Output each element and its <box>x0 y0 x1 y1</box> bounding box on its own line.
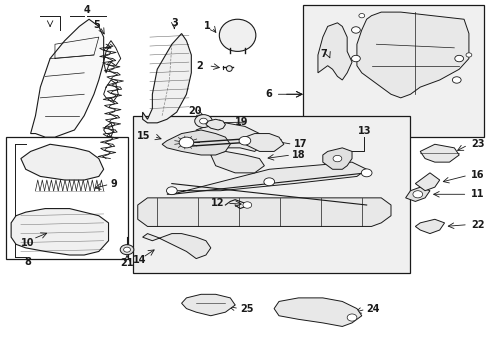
Polygon shape <box>30 19 104 137</box>
Text: 20: 20 <box>189 107 202 116</box>
Circle shape <box>361 169 372 177</box>
Polygon shape <box>406 187 430 202</box>
Polygon shape <box>143 33 191 123</box>
Polygon shape <box>138 198 391 226</box>
Text: 12: 12 <box>211 198 224 208</box>
Text: 18: 18 <box>292 150 306 160</box>
Circle shape <box>199 118 207 124</box>
Text: 15: 15 <box>137 131 150 141</box>
Text: 4: 4 <box>83 5 90 15</box>
Bar <box>6 137 128 258</box>
Polygon shape <box>143 234 211 258</box>
Polygon shape <box>274 298 362 327</box>
Polygon shape <box>162 130 230 155</box>
Circle shape <box>167 187 177 195</box>
Circle shape <box>264 178 274 186</box>
Text: 7: 7 <box>320 49 327 59</box>
Circle shape <box>239 136 251 145</box>
Text: 17: 17 <box>294 139 307 149</box>
Polygon shape <box>416 219 444 234</box>
Circle shape <box>333 156 342 162</box>
Polygon shape <box>196 123 265 152</box>
Polygon shape <box>167 162 367 194</box>
Ellipse shape <box>220 19 256 51</box>
Text: 9: 9 <box>111 179 118 189</box>
Circle shape <box>413 191 423 198</box>
Polygon shape <box>416 173 440 191</box>
Text: 19: 19 <box>235 117 249 127</box>
Polygon shape <box>318 23 352 80</box>
Text: 14: 14 <box>132 255 146 265</box>
Text: 8: 8 <box>24 257 32 267</box>
Bar <box>303 5 484 137</box>
Text: 24: 24 <box>367 304 380 314</box>
Text: 13: 13 <box>358 126 371 136</box>
Text: 5: 5 <box>93 19 100 30</box>
Circle shape <box>455 55 464 62</box>
Text: 16: 16 <box>471 170 485 180</box>
Circle shape <box>466 53 472 57</box>
Text: 1: 1 <box>204 21 211 31</box>
Polygon shape <box>211 152 265 173</box>
Circle shape <box>351 27 360 33</box>
Polygon shape <box>182 294 235 316</box>
Text: 6: 6 <box>265 89 271 99</box>
Text: 25: 25 <box>240 304 253 314</box>
Polygon shape <box>21 144 104 180</box>
Text: 21: 21 <box>120 258 134 268</box>
Text: 22: 22 <box>471 220 485 230</box>
Polygon shape <box>357 12 469 98</box>
Polygon shape <box>11 208 108 255</box>
Circle shape <box>123 247 130 252</box>
Polygon shape <box>245 134 284 152</box>
Ellipse shape <box>226 66 232 71</box>
Polygon shape <box>420 144 459 162</box>
Circle shape <box>359 14 365 18</box>
Circle shape <box>452 77 461 83</box>
Circle shape <box>179 137 194 148</box>
Circle shape <box>243 202 252 208</box>
Text: 2: 2 <box>197 61 203 71</box>
Text: 10: 10 <box>22 238 35 248</box>
Polygon shape <box>323 148 352 169</box>
Circle shape <box>120 245 134 255</box>
Circle shape <box>347 314 357 321</box>
Text: 23: 23 <box>471 139 485 149</box>
Bar <box>133 116 411 273</box>
Circle shape <box>351 55 360 62</box>
Text: 11: 11 <box>471 189 485 199</box>
Circle shape <box>195 114 212 127</box>
Text: 3: 3 <box>171 18 178 28</box>
Polygon shape <box>206 119 225 130</box>
